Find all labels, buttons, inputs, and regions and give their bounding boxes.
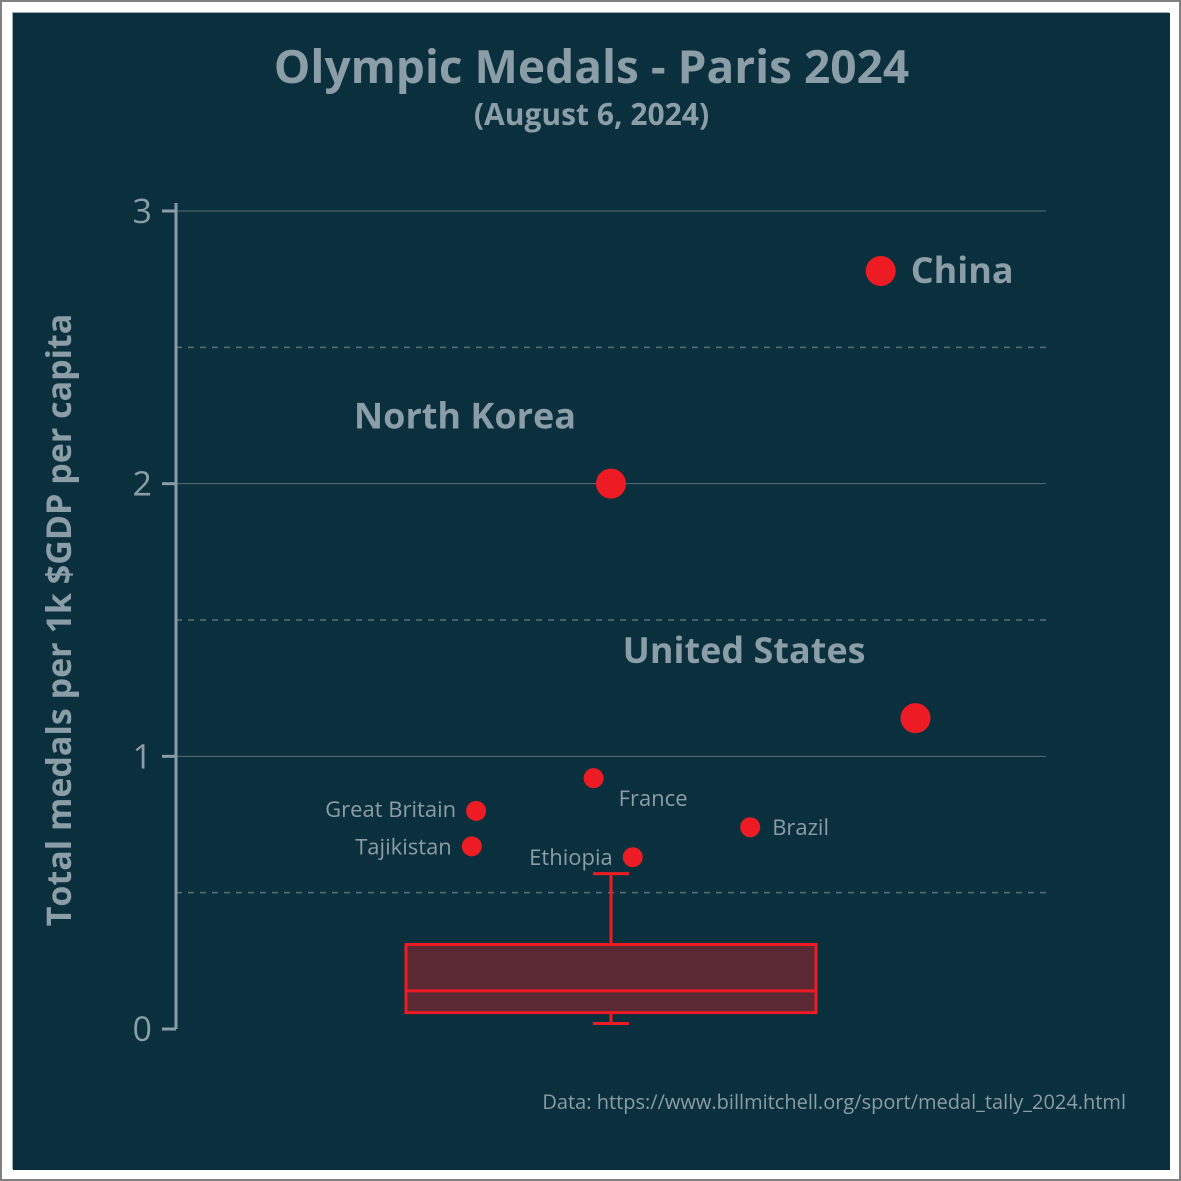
outlier-france [584,768,604,788]
data-source-label: Data: https://www.billmitchell.org/sport… [542,1088,1126,1115]
outlier-brazil [740,817,760,837]
outlier-label-brazil: Brazil [772,812,829,842]
outlier-united-states [901,703,931,733]
ytick-label: 2 [133,460,152,506]
outer-frame: Olympic Medals - Paris 2024(August 6, 20… [0,0,1181,1181]
y-axis-label: Total medals per 1k $GDP per capita [35,314,81,927]
outlier-great-britain [466,801,486,821]
outlier-north-korea [596,469,626,499]
outlier-label-tajikistan: Tajikistan [355,831,452,861]
chart-svg: Olympic Medals - Paris 2024(August 6, 20… [13,13,1170,1170]
outlier-ethiopia [623,847,643,867]
boxplot-box [406,944,816,1012]
outlier-china [866,256,896,286]
outlier-tajikistan [462,836,482,856]
ytick-label: 0 [133,1005,152,1051]
ytick-label: 1 [133,732,152,778]
outlier-label-great-britain: Great Britain [325,794,456,824]
outlier-label-france: France [619,783,688,813]
outlier-label-north-korea: North Korea [354,391,576,440]
outlier-label-ethiopia: Ethiopia [529,842,613,872]
chart-subtitle: (August 6, 2024) [474,93,709,134]
outlier-label-united-states: United States [623,625,866,674]
chart-title: Olympic Medals - Paris 2024 [274,35,909,97]
outlier-label-china: China [911,245,1014,294]
ytick-label: 3 [133,187,152,233]
chart-panel: Olympic Medals - Paris 2024(August 6, 20… [12,12,1169,1169]
